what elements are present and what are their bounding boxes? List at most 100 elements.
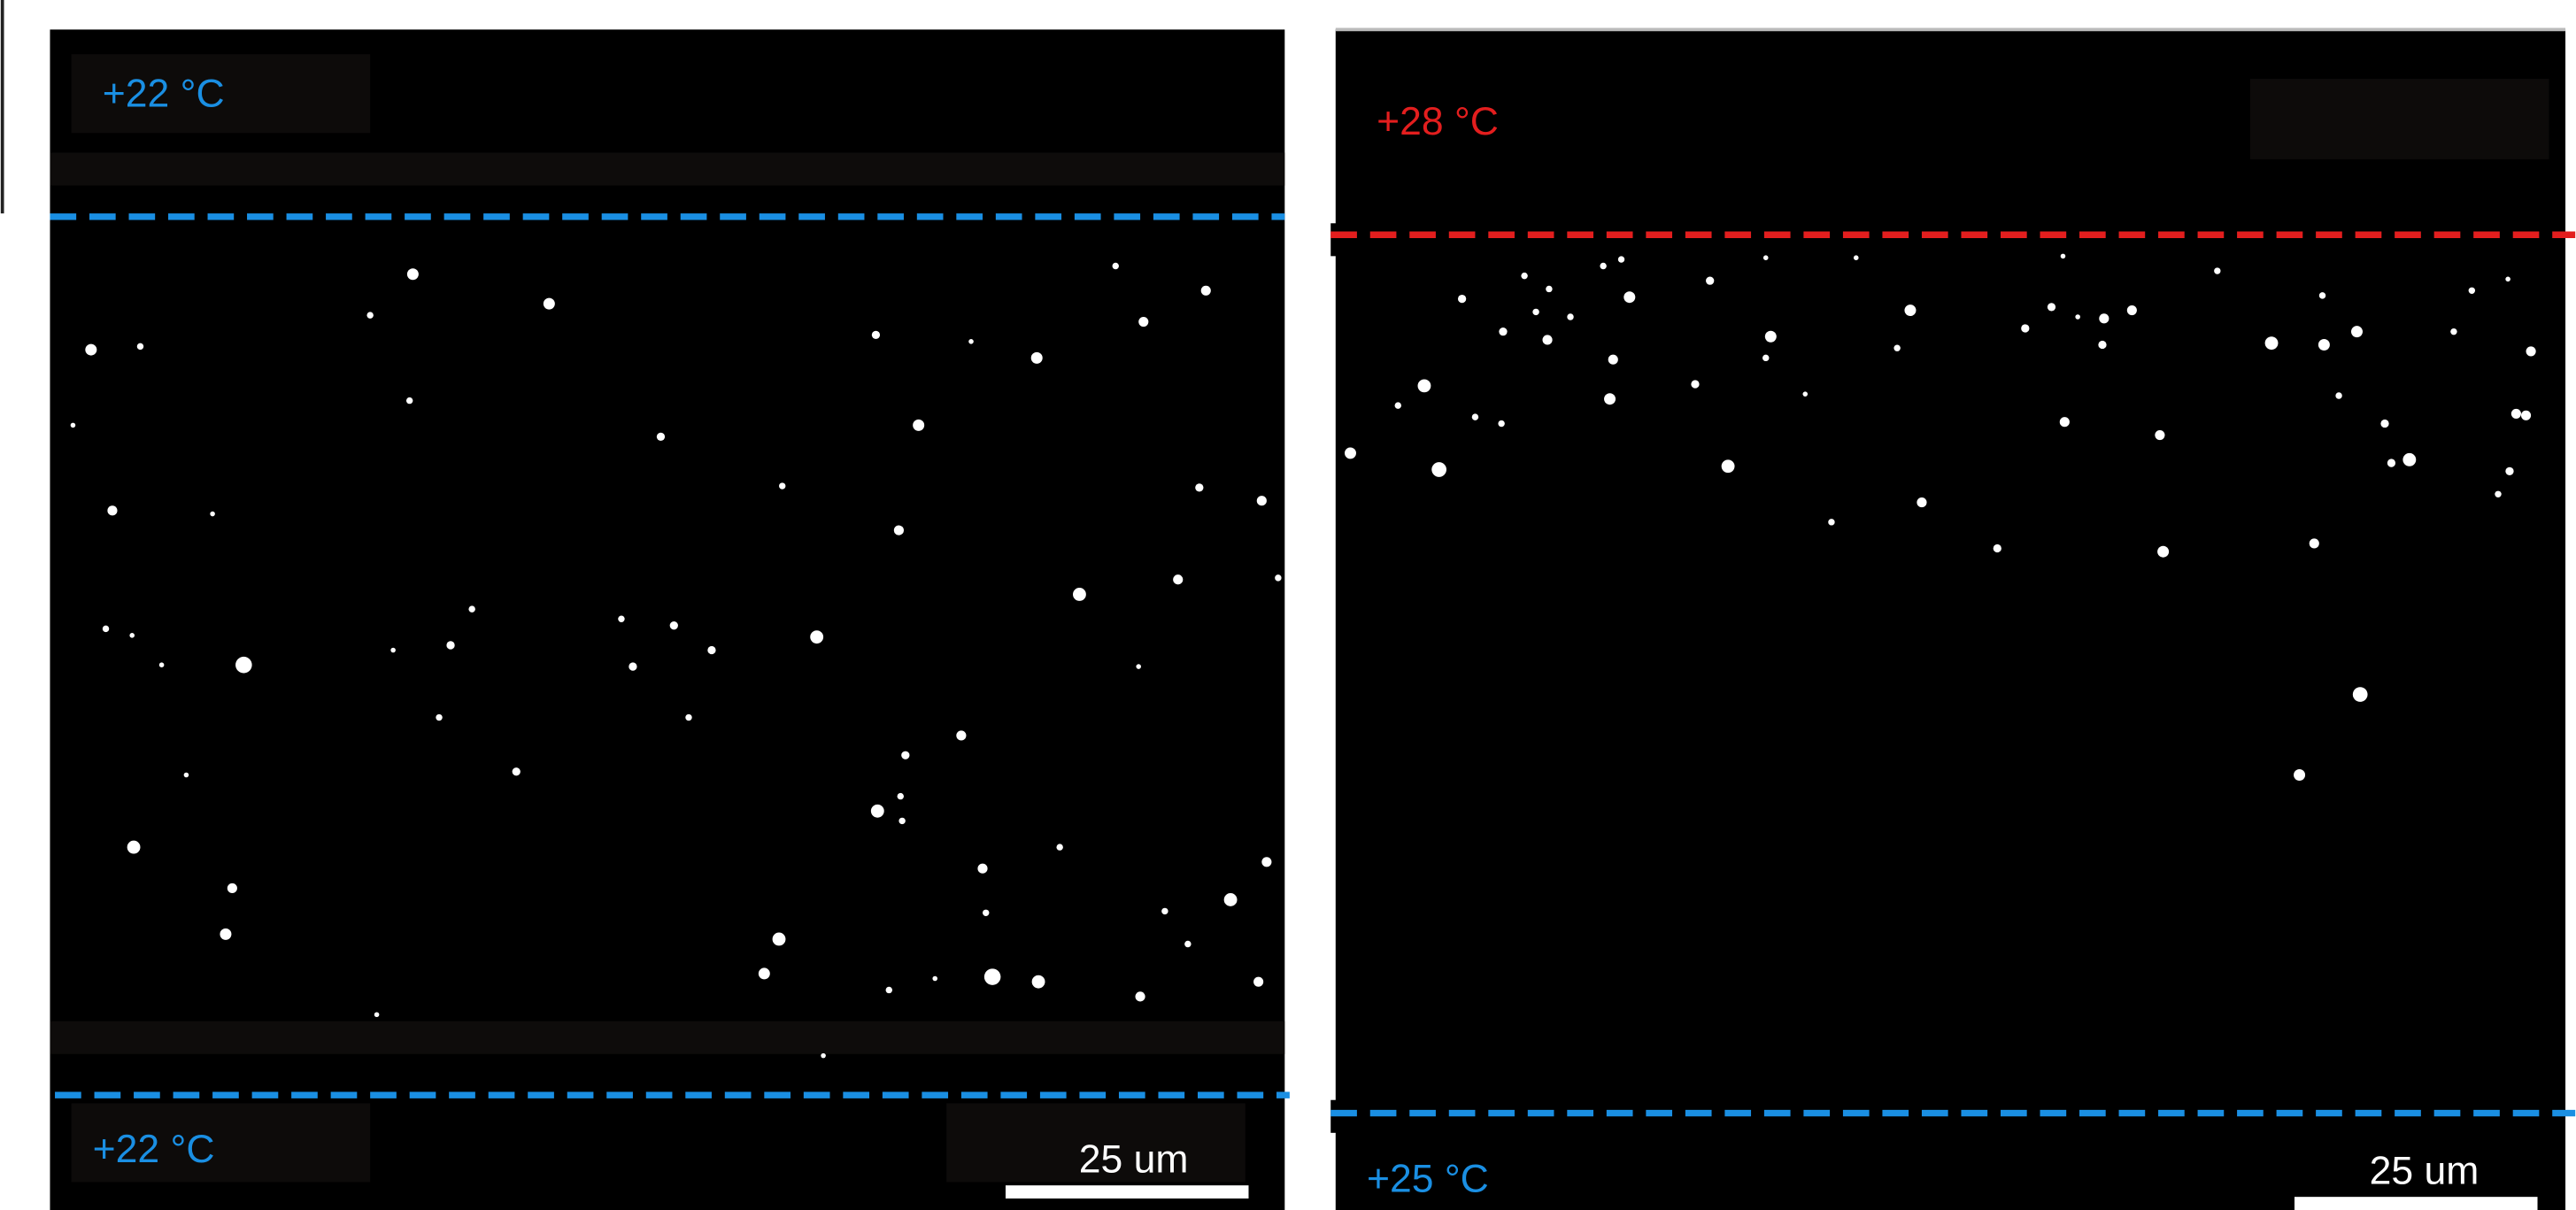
- particle: [468, 605, 474, 612]
- particle: [71, 423, 76, 428]
- particle: [894, 526, 904, 536]
- particle: [1345, 447, 1356, 459]
- particle: [2048, 303, 2055, 311]
- particle: [1431, 462, 1446, 477]
- particle: [2098, 341, 2106, 349]
- particle: [1762, 355, 1769, 361]
- particle: [1608, 355, 1618, 365]
- particle: [2021, 324, 2029, 332]
- particle: [2526, 346, 2536, 356]
- particle: [1031, 352, 1043, 364]
- particle: [773, 933, 786, 946]
- particle: [2099, 313, 2109, 323]
- particle: [1184, 941, 1191, 947]
- particle: [85, 344, 96, 356]
- particle: [544, 298, 555, 310]
- particle: [872, 331, 880, 339]
- particle: [220, 929, 231, 940]
- particle: [137, 343, 143, 350]
- particle: [1224, 893, 1238, 906]
- particle: [1722, 459, 1735, 473]
- particle: [2521, 411, 2531, 420]
- particle: [1706, 277, 1714, 285]
- particle: [932, 976, 937, 982]
- particle: [2127, 305, 2137, 315]
- figure: +22 °C +22 °C 25 um +28 °C +25 °C 25 um: [0, 0, 2576, 1210]
- micrograph: [1336, 29, 2565, 1210]
- particle: [2265, 336, 2279, 350]
- particle: [390, 648, 396, 653]
- particle: [2505, 277, 2510, 282]
- particle: [2318, 339, 2330, 351]
- particle: [1161, 908, 1168, 914]
- scale-bar: [2294, 1197, 2538, 1210]
- scale-bar-label: 25 um: [2370, 1149, 2480, 1192]
- particle: [1261, 857, 1271, 867]
- particle: [1854, 255, 1859, 260]
- particle: [1765, 331, 1777, 343]
- particle: [2060, 417, 2070, 427]
- particle: [2214, 267, 2220, 274]
- particle: [1032, 975, 1045, 989]
- particle: [2511, 409, 2521, 419]
- particle: [184, 773, 189, 778]
- particle: [1472, 413, 1478, 420]
- particle: [821, 1053, 826, 1059]
- particle: [2335, 392, 2341, 398]
- particle: [1113, 263, 1119, 269]
- particle: [1542, 335, 1552, 344]
- panel-left: +22 °C +22 °C 25 um: [50, 29, 1289, 1210]
- particle: [2353, 687, 2368, 702]
- particle: [968, 339, 974, 344]
- particle: [1604, 393, 1616, 405]
- particle: [2157, 546, 2169, 558]
- particle: [406, 397, 413, 404]
- particle: [513, 767, 521, 775]
- temperature-label: +22 °C: [93, 1128, 215, 1171]
- particle: [129, 633, 135, 638]
- particle: [1418, 379, 1431, 392]
- edge-mark: [1330, 223, 1337, 256]
- panel-right: +28 °C +25 °C 25 um: [1330, 29, 2575, 1210]
- particle: [1532, 309, 1539, 315]
- particle: [810, 630, 823, 644]
- particle: [366, 312, 373, 318]
- particle: [1763, 255, 1769, 260]
- particle: [1275, 574, 1281, 581]
- page: +22 °C +22 °C 25 um +28 °C +25 °C 25 um …: [0, 0, 2576, 1210]
- particle: [1828, 519, 1834, 525]
- particle: [2310, 538, 2319, 548]
- particle: [1056, 844, 1062, 850]
- particle: [1136, 991, 1145, 1001]
- particle: [1623, 291, 1635, 303]
- particle: [1917, 497, 1926, 507]
- particle: [1073, 588, 1086, 601]
- particle: [103, 626, 109, 632]
- particle: [1138, 317, 1148, 327]
- particle: [1567, 313, 1573, 320]
- particle: [1499, 328, 1507, 335]
- particle: [1498, 420, 1504, 427]
- particle: [127, 841, 141, 854]
- particle: [407, 268, 419, 280]
- particle: [446, 641, 454, 649]
- particle: [1802, 391, 1808, 397]
- band: [50, 152, 1284, 185]
- particle: [2450, 328, 2456, 335]
- particle: [886, 987, 892, 993]
- particle: [899, 818, 905, 824]
- particle: [1136, 664, 1141, 669]
- particle: [779, 482, 785, 489]
- particle: [913, 420, 924, 431]
- particle: [2061, 254, 2066, 259]
- particle: [2469, 288, 2475, 294]
- particle: [1994, 544, 2001, 552]
- particle: [977, 864, 987, 874]
- particle: [1201, 286, 1211, 296]
- particle: [983, 910, 989, 916]
- particle: [2495, 491, 2501, 497]
- particle: [2402, 453, 2416, 466]
- scale-bar-label: 25 um: [1079, 1137, 1189, 1181]
- temperature-label: +28 °C: [1377, 100, 1499, 143]
- particle: [1600, 263, 1606, 269]
